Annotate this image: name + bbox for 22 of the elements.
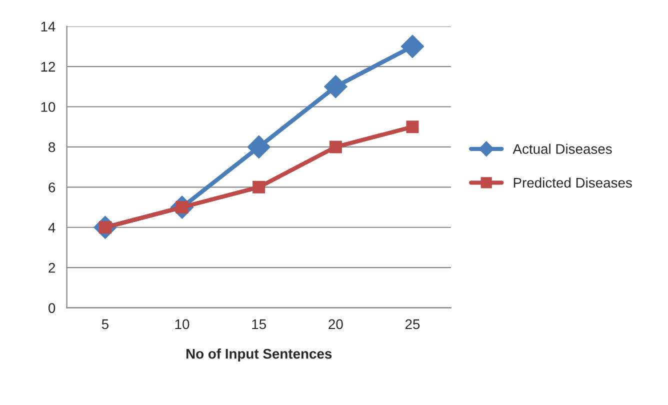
point — [400, 34, 424, 58]
y-tick-label: 12 — [41, 62, 55, 72]
y-tick-label: 0 — [48, 303, 56, 313]
x-tick-label: 25 — [405, 319, 420, 330]
x-axis-title: No of Input Sentences — [186, 348, 332, 362]
y-tick-label: 10 — [41, 102, 56, 112]
point — [324, 75, 348, 98]
y-tick-label: 8 — [48, 142, 56, 152]
x-tick-label: 15 — [252, 319, 266, 330]
point — [247, 135, 270, 158]
point — [329, 140, 342, 154]
point — [406, 120, 419, 134]
legend-label: Actual Diseases — [512, 144, 612, 154]
y-tick-label: 14 — [41, 22, 56, 32]
y-tick-label: 6 — [48, 182, 56, 192]
y-tick-label: 4 — [48, 222, 56, 232]
point — [252, 180, 266, 194]
y-tick-label: 2 — [48, 262, 55, 273]
x-tick-label: 20 — [328, 319, 343, 330]
x-tick-label: 10 — [175, 319, 190, 330]
legend-label: Predicted Diseases — [514, 177, 632, 188]
x-tick-label: 5 — [102, 319, 108, 330]
